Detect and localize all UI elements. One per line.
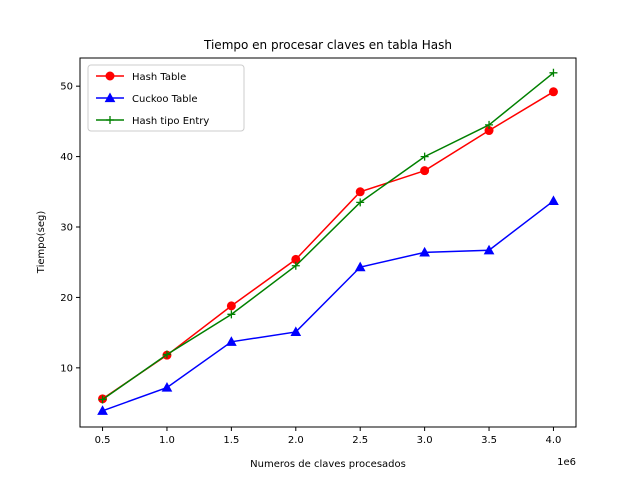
legend-marker	[105, 71, 115, 81]
y-tick-label: 10	[60, 363, 73, 374]
data-point	[548, 87, 558, 97]
legend-entry: Cuckoo Table	[132, 94, 198, 105]
x-offset-label: 1e6	[557, 457, 576, 468]
y-tick-label: 30	[60, 223, 73, 234]
data-point	[162, 350, 171, 359]
x-tick-label: 2.0	[288, 435, 304, 446]
y-axis-label: Tiempo(seg)	[36, 211, 47, 275]
legend-box	[87, 64, 245, 132]
data-point	[226, 301, 236, 311]
data-point	[227, 310, 236, 319]
legend-marker	[106, 116, 114, 124]
series-line	[102, 72, 554, 401]
data-point	[291, 261, 300, 270]
data-point	[226, 336, 237, 346]
data-point	[419, 246, 430, 257]
x-axis: 0.5 1.0 1.5 2.0 2.5 3.0 3.5 4.0	[95, 427, 562, 446]
y-tick-label: 50	[60, 82, 73, 93]
plot-frame	[79, 57, 577, 428]
x-tick-label: 2.5	[352, 435, 368, 446]
x-axis-label: Numeros de claves procesados	[250, 459, 406, 470]
y-tick-label: 40	[60, 152, 73, 163]
legend: Hash Table Cuckoo Table Hash tipo Entry	[87, 64, 245, 132]
series-layer	[97, 68, 559, 415]
data-point	[97, 405, 108, 415]
x-tick-label: 1.0	[159, 435, 175, 446]
y-axis: 10 20 30 40 50	[60, 82, 80, 374]
legend-entry: Hash Table	[132, 72, 186, 83]
data-point	[420, 166, 430, 176]
x-tick-label: 4.0	[546, 435, 562, 446]
series-cuckoo-table	[97, 195, 559, 415]
data-point	[161, 382, 173, 392]
data-point	[356, 198, 365, 207]
data-point	[290, 326, 302, 337]
data-point	[483, 244, 495, 255]
data-point	[549, 68, 558, 77]
legend-entry: Hash tipo Entry	[132, 116, 209, 127]
data-point	[354, 261, 366, 272]
data-point	[485, 120, 494, 129]
chart-title: Tiempo en procesar claves en tabla Hash	[203, 38, 452, 52]
series-line	[102, 200, 554, 412]
legend-marker	[104, 92, 116, 103]
data-point	[548, 195, 559, 206]
x-tick-label: 1.5	[223, 435, 239, 446]
data-point	[355, 187, 365, 197]
x-tick-label: 3.5	[481, 435, 497, 446]
x-tick-label: 0.5	[95, 435, 111, 446]
y-tick-label: 20	[60, 293, 73, 304]
data-point	[98, 395, 107, 404]
data-point	[420, 152, 429, 161]
x-tick-label: 3.0	[417, 435, 433, 446]
series-hash-tipo-entry	[98, 68, 558, 404]
